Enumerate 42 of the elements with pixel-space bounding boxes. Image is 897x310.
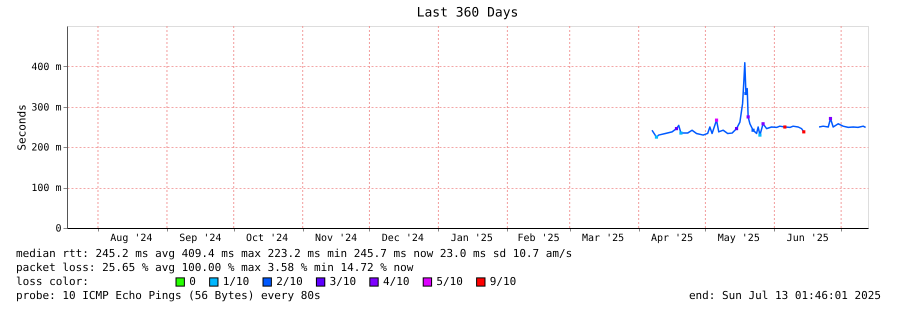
y-tick-label: 100 m [31,183,62,194]
x-tick-label: Jan '25 [450,233,493,244]
point [654,136,658,139]
legend-label: 0 [189,275,196,288]
chart-title: Last 360 Days [416,6,518,20]
x-tick-label: Mar '25 [582,233,624,244]
point [761,122,765,126]
y-axis-title: Seconds [15,104,28,151]
point [679,131,683,135]
x-tick-label: Sep '24 [179,233,222,244]
x-tick-label: Aug '24 [110,233,152,244]
point [802,130,806,134]
x-tick-label: Jun '25 [786,233,829,244]
legend-label: 9/10 [490,275,516,288]
point [674,127,678,130]
point [751,128,755,132]
x-tick-label: Oct '24 [246,233,288,244]
point [828,116,832,120]
point [714,118,718,122]
legend-label: 1/10 [222,275,250,288]
legend-label: 4/10 [383,275,410,288]
point [783,125,786,129]
x-tick-label: Apr '25 [650,233,694,244]
legend-label: 2/10 [276,275,303,288]
text: packet loss: 25.65 % avg 100.00 % max 3.58 % min 14.72 % now [16,261,414,274]
point [746,115,750,118]
y-tick-label: 0 [55,224,62,234]
legend-label: 3/10 [330,275,356,288]
x-tick-label: Dec '24 [382,233,424,244]
legend-label: 5/10 [436,275,463,288]
y-tick-label: 400 m [31,62,62,73]
text: probe: 10 ICMP Echo Pings (56 Bytes) every 80s [16,289,321,302]
point [734,127,738,130]
x-tick-label: Feb '25 [517,233,560,244]
point [758,134,762,137]
text: median rtt: 245.2 ms avg 409.4 ms max 223.2 ms min 245.7 ms now 23.0 ms sd 10.7 am/s [16,247,572,260]
x-tick-label: May '25 [718,233,760,244]
x-tick-label: Nov '24 [314,233,358,244]
legend-title: loss color: [16,275,89,288]
y-tick-label: 300 m [31,102,62,114]
text: end: Sun Jul 13 01:46:01 2025 [688,289,881,302]
y-tick-label: 200 m [31,142,62,154]
